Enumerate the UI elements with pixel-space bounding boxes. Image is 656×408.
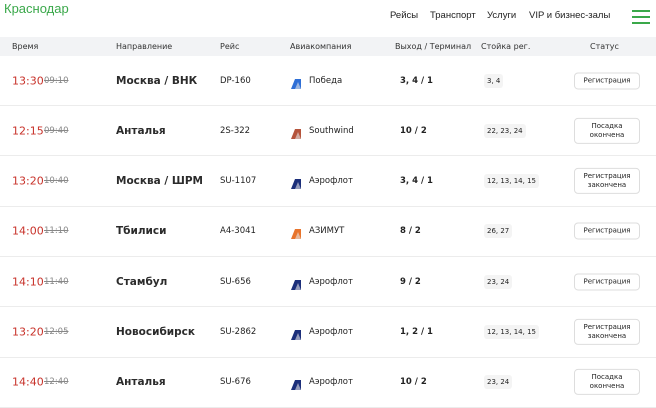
gate-terminal: 1, 2 / 1: [400, 327, 433, 337]
status-badge: Регистрация закончена: [574, 318, 640, 346]
flight-row[interactable]: 12:15 09:40 Анталья 2S-322 Southwind 10 / 2 22…: [0, 106, 656, 157]
nav-link[interactable]: VIP и бизнес-залы: [529, 10, 611, 21]
checkin-counters: 22, 23, 24: [484, 123, 526, 138]
flight-row[interactable]: 14:00 11:10 Тбилиси A4-3041 АЗИМУТ 8 / 2 26, 2…: [0, 207, 656, 257]
checkin-counters: 23, 24: [484, 274, 513, 289]
gate-terminal: 10 / 2: [400, 125, 427, 136]
airline-logo: [290, 376, 302, 391]
departure-time: 12:15: [12, 124, 44, 138]
flight-number: SU-656: [220, 276, 251, 287]
departure-time: 13:20: [12, 174, 44, 188]
column-header: Рейс: [220, 42, 240, 51]
flight-row[interactable]: 13:30 09:10 Москва / ВНК DP-160 Победа 3, 4 /…: [0, 56, 656, 106]
airline-name: Аэрофлот: [309, 276, 353, 287]
airline-logo: [290, 225, 302, 240]
scheduled-time: 09:10: [44, 75, 69, 86]
column-header: Авиакомпания: [290, 42, 352, 51]
destination: Анталья: [116, 376, 166, 389]
flight-row[interactable]: 13:20 12:05 Новосибирск SU-2862 Аэрофлот 1, 2…: [0, 308, 656, 358]
flight-row[interactable]: 13:20 10:40 Москва / ШРМ SU-1107 Аэрофлот 3, …: [0, 157, 656, 207]
airline-logo: [290, 125, 302, 139]
flight-row[interactable]: 14:40 12:40 Анталья SU-676 Аэрофлот 10 / 2 23,…: [0, 358, 656, 408]
flight-row[interactable]: 14:10 11:40 Стамбул SU-656 Аэрофлот 9 / 2 23, …: [0, 257, 656, 308]
nav-link[interactable]: Рейсы: [390, 10, 419, 21]
table-header: [0, 37, 656, 56]
checkin-counters: 3, 4: [484, 73, 504, 88]
flight-number: DP-160: [220, 75, 251, 86]
checkin-counters: 12, 13, 14, 15: [484, 174, 539, 189]
scheduled-time: 10:40: [44, 176, 69, 187]
flight-number: 2S-322: [220, 125, 251, 136]
status-badge: Посадка окончена: [574, 369, 640, 396]
nav-link[interactable]: Услуги: [487, 10, 517, 21]
gate-terminal: 10 / 2: [400, 377, 427, 388]
airline-logo: [290, 175, 302, 190]
column-header: Направление: [116, 42, 173, 51]
status-badge: Регистрация закончена: [574, 168, 640, 195]
destination: Москва / ШРМ: [116, 175, 204, 188]
gate-terminal: 9 / 2: [400, 276, 421, 287]
checkin-counters: 12, 13, 14, 15: [484, 325, 539, 339]
destination: Тбилиси: [116, 225, 167, 238]
flight-number: SU-2862: [220, 327, 257, 337]
column-header: Стойка рег.: [481, 42, 531, 51]
gate-terminal: 3, 4 / 1: [400, 75, 433, 86]
checkin-counters: 23, 24: [484, 375, 513, 390]
destination: Анталья: [116, 124, 166, 137]
status-badge: Регистрация: [574, 71, 640, 90]
departure-time: 14:10: [12, 275, 44, 289]
airline-logo: [290, 75, 302, 89]
scheduled-time: 11:10: [44, 226, 69, 237]
departure-time: 14:00: [12, 224, 44, 238]
destination: Москва / ВНК: [116, 74, 198, 87]
menu-button[interactable]: [632, 10, 650, 24]
airline-logo: [290, 276, 302, 290]
status-badge: Регистрация: [574, 273, 640, 291]
scheduled-time: 12:40: [44, 377, 69, 388]
column-header: Время: [12, 42, 39, 51]
scheduled-time: 12:05: [44, 327, 69, 337]
airline-name: Аэрофлот: [309, 327, 353, 337]
checkin-counters: 26, 27: [484, 224, 513, 239]
gate-terminal: 3, 4 / 1: [400, 176, 433, 187]
airline-name: Southwind: [309, 125, 354, 136]
logo[interactable]: Краснодар: [4, 1, 69, 16]
flight-number: SU-676: [220, 377, 251, 388]
flight-number: A4-3041: [220, 226, 256, 237]
scheduled-time: 09:40: [44, 125, 69, 136]
departure-time: 13:30: [12, 74, 44, 87]
nav-link[interactable]: Транспорт: [430, 10, 476, 21]
scheduled-time: 11:40: [44, 276, 69, 287]
departure-time: 14:40: [12, 375, 44, 389]
flight-number: SU-1107: [220, 176, 257, 187]
airline-logo: [290, 326, 302, 340]
departure-time: 13:20: [12, 325, 44, 339]
column-header: Статус: [590, 42, 619, 51]
gate-terminal: 8 / 2: [400, 226, 421, 237]
column-header: Выход / Терминал: [395, 42, 472, 51]
airline-name: Аэрофлот: [309, 377, 353, 388]
status-badge: Посадка окончена: [574, 117, 640, 144]
status-badge: Регистрация: [574, 222, 640, 240]
destination: Новосибирск: [116, 326, 195, 338]
destination: Стамбул: [116, 275, 168, 288]
airline-name: АЗИМУТ: [309, 226, 345, 237]
airline-name: Победа: [309, 75, 343, 86]
airline-name: Аэрофлот: [309, 176, 353, 187]
